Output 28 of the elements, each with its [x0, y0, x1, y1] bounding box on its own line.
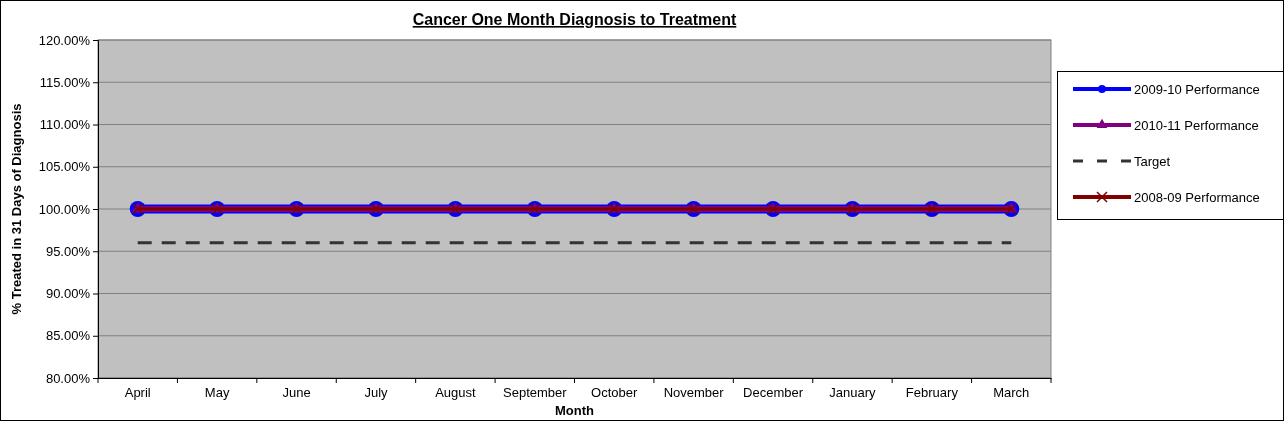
y-tick-label: 95.00% [45, 243, 91, 259]
x-tick-label: April [124, 384, 151, 400]
y-tick-label: 85.00% [45, 328, 91, 344]
x-tick-label: March [993, 384, 1030, 400]
x-tick-label: June [282, 384, 311, 400]
x-axis-title: Month [555, 403, 595, 418]
y-tick-label: 115.00% [39, 74, 91, 90]
y-tick-label: 90.00% [45, 286, 91, 302]
y-tick-label: 110.00% [39, 117, 91, 133]
x-tick-label: December [743, 384, 804, 400]
x-tick-label: October [591, 384, 638, 400]
x-tick-label: July [364, 384, 389, 400]
legend-label: 2010-11 Performance [1134, 118, 1259, 133]
y-axis-title: % Treated in 31 Days of Diagnosis [9, 103, 24, 315]
x-tick-label: November [663, 384, 725, 400]
legend-label: 2009-10 Performance [1134, 82, 1260, 97]
y-tick-label: 80.00% [45, 370, 91, 386]
legend-label: 2008-09 Performance [1134, 190, 1260, 205]
y-tick-label: 100.00% [38, 201, 91, 217]
y-tick-label: 105.00% [38, 159, 91, 175]
y-tick-label: 120.00% [38, 32, 91, 48]
x-tick-label: February [905, 384, 959, 400]
x-tick-label: January [829, 384, 877, 400]
legend-label: Target [1134, 154, 1171, 169]
x-tick-label: August [435, 384, 476, 400]
chart-title: Cancer One Month Diagnosis to Treatment [412, 11, 737, 28]
x-tick-label: September [502, 384, 568, 400]
x-tick-label: May [204, 384, 230, 400]
